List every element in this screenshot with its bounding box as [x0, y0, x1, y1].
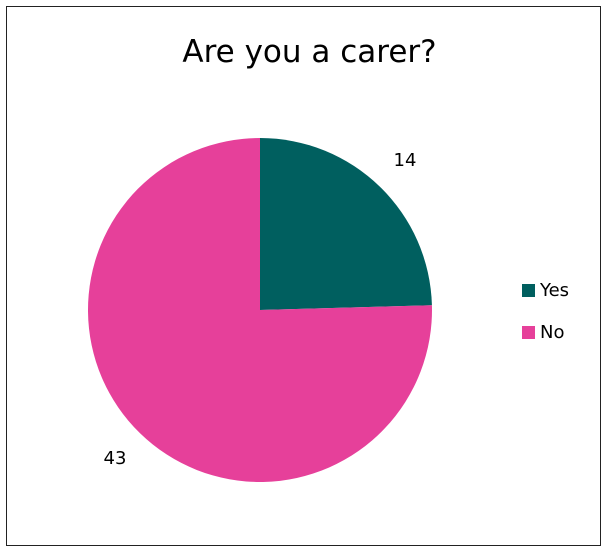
legend-item-no: No — [522, 320, 569, 344]
pie-slice-no — [87, 138, 432, 482]
legend-swatch-no — [522, 325, 535, 339]
data-label-yes: 14 — [394, 150, 417, 171]
chart-title: Are you a carer? — [182, 34, 437, 70]
legend-label-yes: Yes — [540, 279, 570, 301]
pie-slice-yes — [260, 138, 432, 310]
legend-item-yes: Yes — [522, 278, 569, 302]
data-label-no: 43 — [104, 448, 127, 469]
legend-swatch-yes — [522, 283, 535, 297]
legend: Yes No — [522, 278, 569, 362]
legend-label-no: No — [540, 321, 565, 343]
